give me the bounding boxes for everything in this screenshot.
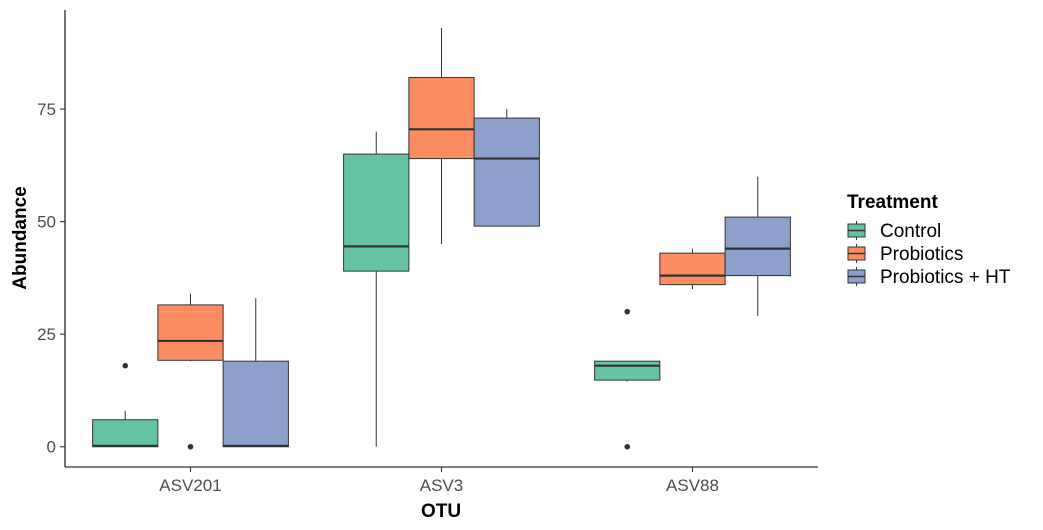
legend-label: Control bbox=[880, 221, 941, 242]
outlier-point bbox=[624, 308, 631, 315]
box-iqr bbox=[408, 77, 475, 160]
outlier-point bbox=[187, 443, 194, 450]
legend-label: Probiotics bbox=[880, 244, 963, 265]
box-iqr bbox=[157, 304, 224, 361]
box-asv88-probiotics bbox=[659, 248, 726, 290]
outlier-point bbox=[122, 362, 129, 369]
box-asv3-probiotics bbox=[408, 28, 475, 245]
box-iqr bbox=[343, 153, 410, 272]
box-asv3-control bbox=[343, 131, 410, 447]
box-iqr bbox=[222, 360, 289, 448]
y-tick-label: 75 bbox=[37, 100, 56, 119]
box-iqr bbox=[659, 252, 726, 286]
box-asv3-probiotics-ht bbox=[473, 109, 540, 227]
x-tick-label: ASV201 bbox=[159, 476, 221, 495]
outlier-point bbox=[624, 443, 631, 450]
y-tick-label: 0 bbox=[47, 438, 56, 457]
legend-title: Treatment bbox=[847, 192, 938, 213]
legend-label: Probiotics + HT bbox=[880, 267, 1011, 288]
y-tick-label: 50 bbox=[37, 213, 56, 232]
x-axis-title: OTU bbox=[421, 501, 461, 522]
box-asv201-probiotics bbox=[157, 293, 224, 450]
box-asv201-probiotics-ht bbox=[222, 298, 289, 448]
box-iqr bbox=[724, 216, 791, 277]
y-axis-title: Abundance bbox=[10, 186, 31, 289]
box-iqr bbox=[473, 117, 540, 227]
y-tick-label: 25 bbox=[37, 325, 56, 344]
box-iqr bbox=[92, 419, 159, 448]
box-iqr bbox=[594, 360, 661, 381]
x-tick-label: ASV88 bbox=[666, 476, 719, 495]
x-tick-label: ASV3 bbox=[420, 476, 463, 495]
box-asv88-control bbox=[594, 308, 661, 450]
box-asv201-control bbox=[92, 362, 159, 448]
plot-area bbox=[92, 28, 791, 450]
ticks: 0 25 50 75 ASV201 ASV3 ASV88 bbox=[37, 100, 719, 495]
legend-item: Probiotics + HT bbox=[847, 267, 1011, 288]
box-asv88-probiotics-ht bbox=[724, 176, 791, 317]
legend-item: Probiotics bbox=[847, 244, 963, 265]
legend-item: Control bbox=[847, 221, 941, 242]
